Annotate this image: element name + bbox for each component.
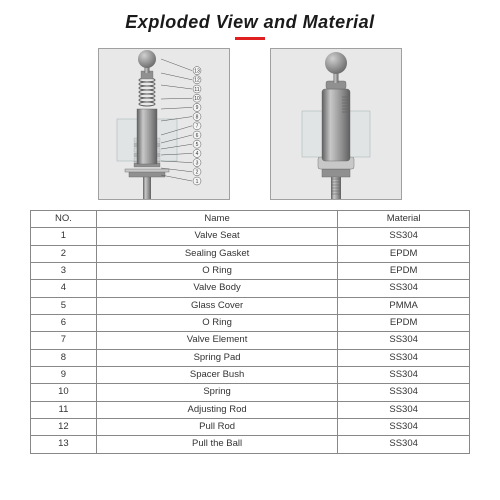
table-cell: Spring bbox=[96, 384, 337, 401]
table-cell: 12 bbox=[31, 419, 97, 436]
svg-text:11: 11 bbox=[194, 87, 199, 93]
table-cell: SS304 bbox=[338, 384, 470, 401]
table-cell: O Ring bbox=[96, 263, 337, 280]
table-cell: SS304 bbox=[338, 228, 470, 245]
svg-text:4: 4 bbox=[196, 151, 199, 157]
exploded-diagram: 12345678910111213 bbox=[98, 48, 230, 200]
materials-table: NO. Name Material 1Valve SeatSS3042Seali… bbox=[30, 210, 470, 454]
svg-text:9: 9 bbox=[196, 105, 199, 111]
table-row: 1Valve SeatSS304 bbox=[31, 228, 470, 245]
table-cell: SS304 bbox=[338, 332, 470, 349]
table-row: 10SpringSS304 bbox=[31, 384, 470, 401]
col-no-header: NO. bbox=[31, 211, 97, 228]
table-cell: 7 bbox=[31, 332, 97, 349]
table-cell: Adjusting Rod bbox=[96, 401, 337, 418]
table-cell: Sealing Gasket bbox=[96, 245, 337, 262]
table-cell: SS304 bbox=[338, 419, 470, 436]
table-cell: 8 bbox=[31, 349, 97, 366]
table-cell: EPDM bbox=[338, 245, 470, 262]
table-cell: SS304 bbox=[338, 349, 470, 366]
table-row: 5Glass CoverPMMA bbox=[31, 297, 470, 314]
exploded-svg: 12345678910111213 bbox=[99, 49, 229, 199]
svg-text:2: 2 bbox=[196, 170, 199, 176]
svg-text:3: 3 bbox=[196, 160, 199, 166]
svg-text:13: 13 bbox=[194, 68, 200, 74]
col-material-header: Material bbox=[338, 211, 470, 228]
table-cell: Spring Pad bbox=[96, 349, 337, 366]
page-title: Exploded View and Material bbox=[0, 12, 500, 33]
table-row: 6O RingEPDM bbox=[31, 315, 470, 332]
assembled-diagram bbox=[270, 48, 402, 200]
table-row: 7Valve ElementSS304 bbox=[31, 332, 470, 349]
table-cell: Valve Seat bbox=[96, 228, 337, 245]
table-cell: 11 bbox=[31, 401, 97, 418]
table-cell: 2 bbox=[31, 245, 97, 262]
table-row: 11Adjusting RodSS304 bbox=[31, 401, 470, 418]
svg-text:6: 6 bbox=[196, 133, 199, 139]
table-row: 4Valve BodySS304 bbox=[31, 280, 470, 297]
table-cell: Glass Cover bbox=[96, 297, 337, 314]
table-cell: O Ring bbox=[96, 315, 337, 332]
table-cell: Spacer Bush bbox=[96, 367, 337, 384]
svg-text:5: 5 bbox=[196, 142, 199, 148]
table-cell: 6 bbox=[31, 315, 97, 332]
svg-text:8: 8 bbox=[196, 114, 199, 120]
table-row: 13Pull the BallSS304 bbox=[31, 436, 470, 453]
table-row: 9Spacer BushSS304 bbox=[31, 367, 470, 384]
assembled-svg bbox=[271, 49, 401, 199]
table-cell: 9 bbox=[31, 367, 97, 384]
table-cell: Valve Body bbox=[96, 280, 337, 297]
table-cell: PMMA bbox=[338, 297, 470, 314]
table-cell: Valve Element bbox=[96, 332, 337, 349]
table-cell: SS304 bbox=[338, 367, 470, 384]
table-row: 2Sealing GasketEPDM bbox=[31, 245, 470, 262]
table-cell: 10 bbox=[31, 384, 97, 401]
table-row: 8Spring PadSS304 bbox=[31, 349, 470, 366]
table-header-row: NO. Name Material bbox=[31, 211, 470, 228]
table-cell: Pull Rod bbox=[96, 419, 337, 436]
table-cell: SS304 bbox=[338, 280, 470, 297]
title-underline bbox=[235, 37, 265, 40]
svg-text:12: 12 bbox=[194, 78, 200, 84]
table-cell: 1 bbox=[31, 228, 97, 245]
diagram-row: 12345678910111213 bbox=[0, 48, 500, 200]
table-cell: EPDM bbox=[338, 263, 470, 280]
table-cell: SS304 bbox=[338, 401, 470, 418]
table-cell: 4 bbox=[31, 280, 97, 297]
table-cell: 13 bbox=[31, 436, 97, 453]
col-name-header: Name bbox=[96, 211, 337, 228]
table-cell: Pull the Ball bbox=[96, 436, 337, 453]
table-cell: 5 bbox=[31, 297, 97, 314]
table-row: 3O RingEPDM bbox=[31, 263, 470, 280]
svg-text:7: 7 bbox=[196, 124, 199, 130]
table-row: 12Pull RodSS304 bbox=[31, 419, 470, 436]
svg-text:1: 1 bbox=[196, 179, 199, 185]
table-cell: 3 bbox=[31, 263, 97, 280]
table-cell: SS304 bbox=[338, 436, 470, 453]
table-cell: EPDM bbox=[338, 315, 470, 332]
svg-text:10: 10 bbox=[194, 96, 200, 102]
